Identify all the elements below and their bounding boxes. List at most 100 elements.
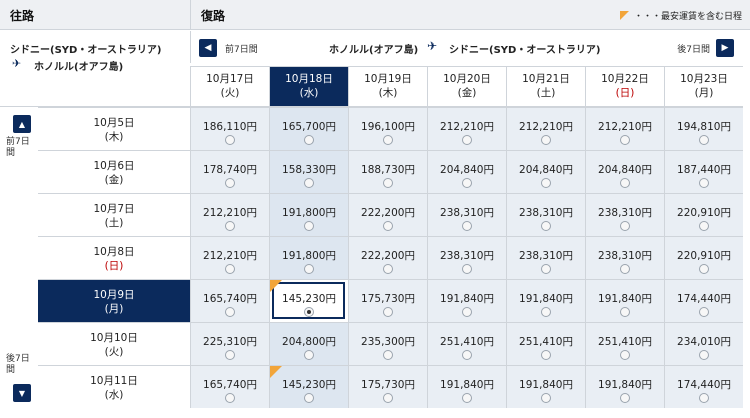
fare-cell[interactable]: 212,210円 <box>427 107 506 150</box>
fare-cell[interactable]: 191,800円 <box>269 193 348 236</box>
fare-cell[interactable]: 187,440円 <box>664 150 743 193</box>
fare-radio-button[interactable] <box>383 178 393 188</box>
fare-cell[interactable]: 174,440円 <box>664 365 743 408</box>
fare-radio-button[interactable] <box>383 307 393 317</box>
fare-radio-button[interactable] <box>462 135 472 145</box>
fare-cell[interactable]: 204,840円 <box>585 150 664 193</box>
fare-radio-button[interactable] <box>699 350 709 360</box>
prev-week-outbound-label[interactable]: 前7日間 <box>6 137 30 158</box>
fare-cell[interactable]: 204,800円 <box>269 322 348 365</box>
fare-cell[interactable]: 145,230円 <box>269 365 348 408</box>
fare-radio-button[interactable] <box>462 264 472 274</box>
fare-radio-button[interactable] <box>383 135 393 145</box>
fare-radio-button[interactable] <box>620 307 630 317</box>
fare-radio-button[interactable] <box>383 221 393 231</box>
fare-cell[interactable]: 165,740円 <box>190 279 269 322</box>
fare-cell[interactable]: 191,840円 <box>427 365 506 408</box>
fare-radio-button[interactable] <box>541 264 551 274</box>
fare-radio-button[interactable] <box>620 135 630 145</box>
fare-radio-button[interactable] <box>225 264 235 274</box>
fare-cell[interactable]: 175,730円 <box>348 365 427 408</box>
fare-cell[interactable]: 238,310円 <box>585 236 664 279</box>
fare-radio-button[interactable] <box>462 350 472 360</box>
fare-cell[interactable]: 238,310円 <box>585 193 664 236</box>
fare-radio-button[interactable] <box>304 393 314 403</box>
fare-radio-button[interactable] <box>541 350 551 360</box>
fare-radio-button[interactable] <box>620 178 630 188</box>
fare-radio-button[interactable] <box>383 393 393 403</box>
fare-radio-button[interactable] <box>699 135 709 145</box>
fare-cell[interactable]: 158,330円 <box>269 150 348 193</box>
fare-radio-button[interactable] <box>462 393 472 403</box>
fare-cell[interactable]: 191,840円 <box>585 365 664 408</box>
fare-cell[interactable]: 225,310円 <box>190 322 269 365</box>
fare-cell[interactable]: 212,210円 <box>506 107 585 150</box>
fare-cell[interactable]: 191,840円 <box>506 365 585 408</box>
prev-week-button[interactable]: ◀ <box>199 39 217 57</box>
fare-cell[interactable]: 251,410円 <box>585 322 664 365</box>
fare-cell[interactable]: 145,230円 <box>269 279 348 322</box>
fare-cell[interactable]: 191,840円 <box>506 279 585 322</box>
fare-radio-button[interactable] <box>383 264 393 274</box>
fare-cell[interactable]: 251,410円 <box>427 322 506 365</box>
fare-cell[interactable]: 212,210円 <box>585 107 664 150</box>
fare-cell[interactable]: 251,410円 <box>506 322 585 365</box>
fare-cell[interactable]: 235,300円 <box>348 322 427 365</box>
fare-radio-button[interactable] <box>541 178 551 188</box>
fare-radio-button[interactable] <box>225 221 235 231</box>
fare-radio-button[interactable] <box>304 178 314 188</box>
fare-cell[interactable]: 165,740円 <box>190 365 269 408</box>
fare-cell[interactable]: 234,010円 <box>664 322 743 365</box>
fare-cell[interactable]: 238,310円 <box>427 236 506 279</box>
fare-cell[interactable]: 238,310円 <box>506 236 585 279</box>
fare-cell[interactable]: 188,730円 <box>348 150 427 193</box>
fare-radio-button[interactable] <box>225 393 235 403</box>
fare-radio-button[interactable] <box>699 221 709 231</box>
fare-cell[interactable]: 238,310円 <box>427 193 506 236</box>
fare-radio-button[interactable] <box>699 178 709 188</box>
fare-cell[interactable]: 194,810円 <box>664 107 743 150</box>
fare-radio-button[interactable] <box>225 178 235 188</box>
fare-cell[interactable]: 191,840円 <box>427 279 506 322</box>
fare-radio-button[interactable] <box>541 135 551 145</box>
fare-cell[interactable]: 220,910円 <box>664 193 743 236</box>
fare-radio-button[interactable] <box>462 178 472 188</box>
fare-cell[interactable]: 186,110円 <box>190 107 269 150</box>
fare-cell[interactable]: 196,100円 <box>348 107 427 150</box>
fare-cell[interactable]: 165,700円 <box>269 107 348 150</box>
fare-radio-button[interactable] <box>304 350 314 360</box>
fare-cell[interactable]: 204,840円 <box>506 150 585 193</box>
fare-radio-button[interactable] <box>462 221 472 231</box>
fare-radio-button[interactable] <box>541 393 551 403</box>
fare-radio-button[interactable] <box>620 221 630 231</box>
next-week-outbound-button[interactable]: ▼ <box>13 384 31 402</box>
fare-cell[interactable]: 204,840円 <box>427 150 506 193</box>
next-week-label[interactable]: 後7日間 <box>677 45 710 55</box>
prev-week-label[interactable]: 前7日間 <box>225 45 258 55</box>
fare-radio-button[interactable] <box>699 307 709 317</box>
fare-radio-button[interactable] <box>620 393 630 403</box>
fare-radio-button[interactable] <box>462 307 472 317</box>
fare-radio-button[interactable] <box>304 135 314 145</box>
fare-radio-button[interactable] <box>304 264 314 274</box>
next-week-outbound-label[interactable]: 後7日間 <box>6 354 30 375</box>
fare-radio-button[interactable] <box>620 264 630 274</box>
fare-radio-button[interactable] <box>225 135 235 145</box>
fare-radio-button[interactable] <box>699 393 709 403</box>
fare-radio-button[interactable] <box>225 307 235 317</box>
fare-cell[interactable]: 238,310円 <box>506 193 585 236</box>
fare-radio-button[interactable] <box>541 307 551 317</box>
fare-radio-button[interactable] <box>383 350 393 360</box>
fare-radio-button[interactable] <box>304 307 314 317</box>
fare-radio-button[interactable] <box>304 221 314 231</box>
fare-radio-button[interactable] <box>620 350 630 360</box>
fare-cell[interactable]: 191,840円 <box>585 279 664 322</box>
fare-cell[interactable]: 191,800円 <box>269 236 348 279</box>
fare-radio-button[interactable] <box>699 264 709 274</box>
fare-radio-button[interactable] <box>225 350 235 360</box>
fare-cell[interactable]: 220,910円 <box>664 236 743 279</box>
fare-radio-button[interactable] <box>541 221 551 231</box>
fare-cell[interactable]: 175,730円 <box>348 279 427 322</box>
fare-cell[interactable]: 212,210円 <box>190 236 269 279</box>
fare-cell[interactable]: 212,210円 <box>190 193 269 236</box>
